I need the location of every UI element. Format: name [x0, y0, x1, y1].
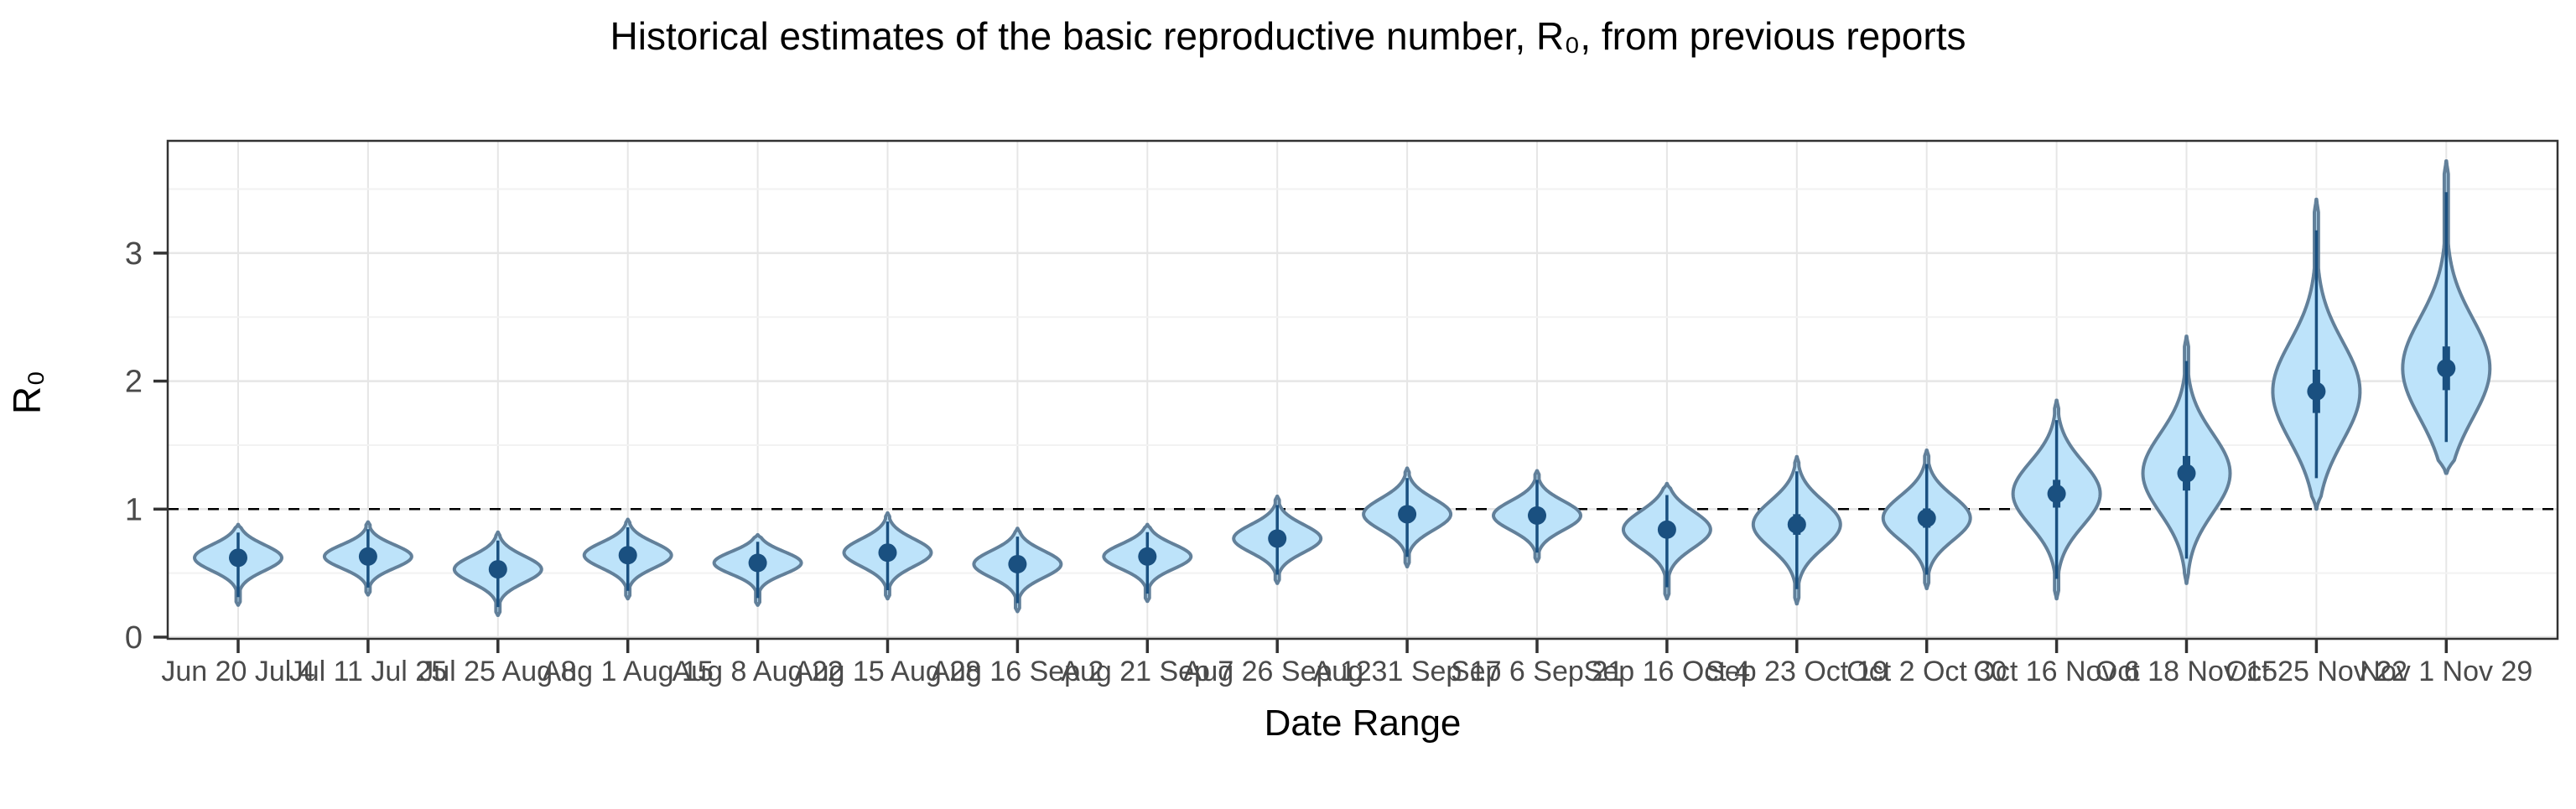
median-point [229, 548, 247, 568]
x-tick-label: Oct 16 Nov 6 [1973, 656, 2139, 687]
x-tick-label: Jul 11 Jul 25 [289, 656, 447, 687]
y-tick-label: 1 [125, 492, 143, 527]
median-point [358, 547, 377, 566]
x-tick-label: Sep 23 Oct 19 [1706, 656, 1888, 687]
x-tick-label: Aug 1 Aug 15 [543, 656, 714, 687]
median-point [488, 560, 507, 579]
x-tick-label: Aug 21 Sep 7 [1061, 656, 1233, 687]
y-tick-label: 3 [125, 236, 143, 272]
median-point [2437, 359, 2456, 378]
median-point [2307, 381, 2326, 401]
x-tick-label: Oct 18 Nov 15 [2096, 656, 2277, 687]
panel-border [166, 139, 2559, 640]
x-tick-label: Aug 26 Sep 12 [1183, 656, 1372, 687]
chart-title: Historical estimates of the basic reprod… [610, 14, 1966, 58]
median-point [2047, 484, 2066, 503]
median-point [1657, 520, 1676, 539]
y-tick-label: 0 [125, 620, 143, 656]
x-tick-label: Jul 25 Aug 8 [419, 656, 576, 687]
median-point [618, 546, 637, 565]
y-axis-title: R₀ [5, 370, 49, 415]
x-tick-label: Oct 25 Nov 22 [2225, 656, 2407, 687]
x-tick-label: Aug 16 Sep 2 [931, 656, 1104, 687]
median-point [1398, 505, 1417, 524]
median-point [1008, 554, 1027, 573]
y-tick-label: 2 [125, 365, 143, 400]
x-tick-label: Nov 1 Nov 29 [2360, 656, 2532, 687]
median-point [748, 553, 767, 573]
median-point [1138, 547, 1157, 566]
x-tick-label: Oct 2 Oct 30 [1846, 656, 2007, 687]
median-point [1917, 508, 1936, 527]
x-tick-label: Sep 6 Sep 21 [1451, 656, 1623, 687]
x-axis-title: Date Range [1264, 703, 1462, 744]
x-tick-label: Sep 16 Oct 4 [1584, 656, 1750, 687]
median-point [878, 543, 897, 563]
x-tick-label: Aug 31 Sep 17 [1313, 656, 1502, 687]
median-point [1528, 506, 1546, 525]
median-point [1787, 515, 1806, 534]
x-tick-label: Aug 15 Aug 28 [794, 656, 981, 687]
x-tick-label: Aug 8 Aug 22 [673, 656, 844, 687]
median-point [1268, 529, 1287, 548]
x-tick-label: Jun 20 Jul 4 [161, 656, 314, 687]
median-point [2177, 464, 2196, 483]
